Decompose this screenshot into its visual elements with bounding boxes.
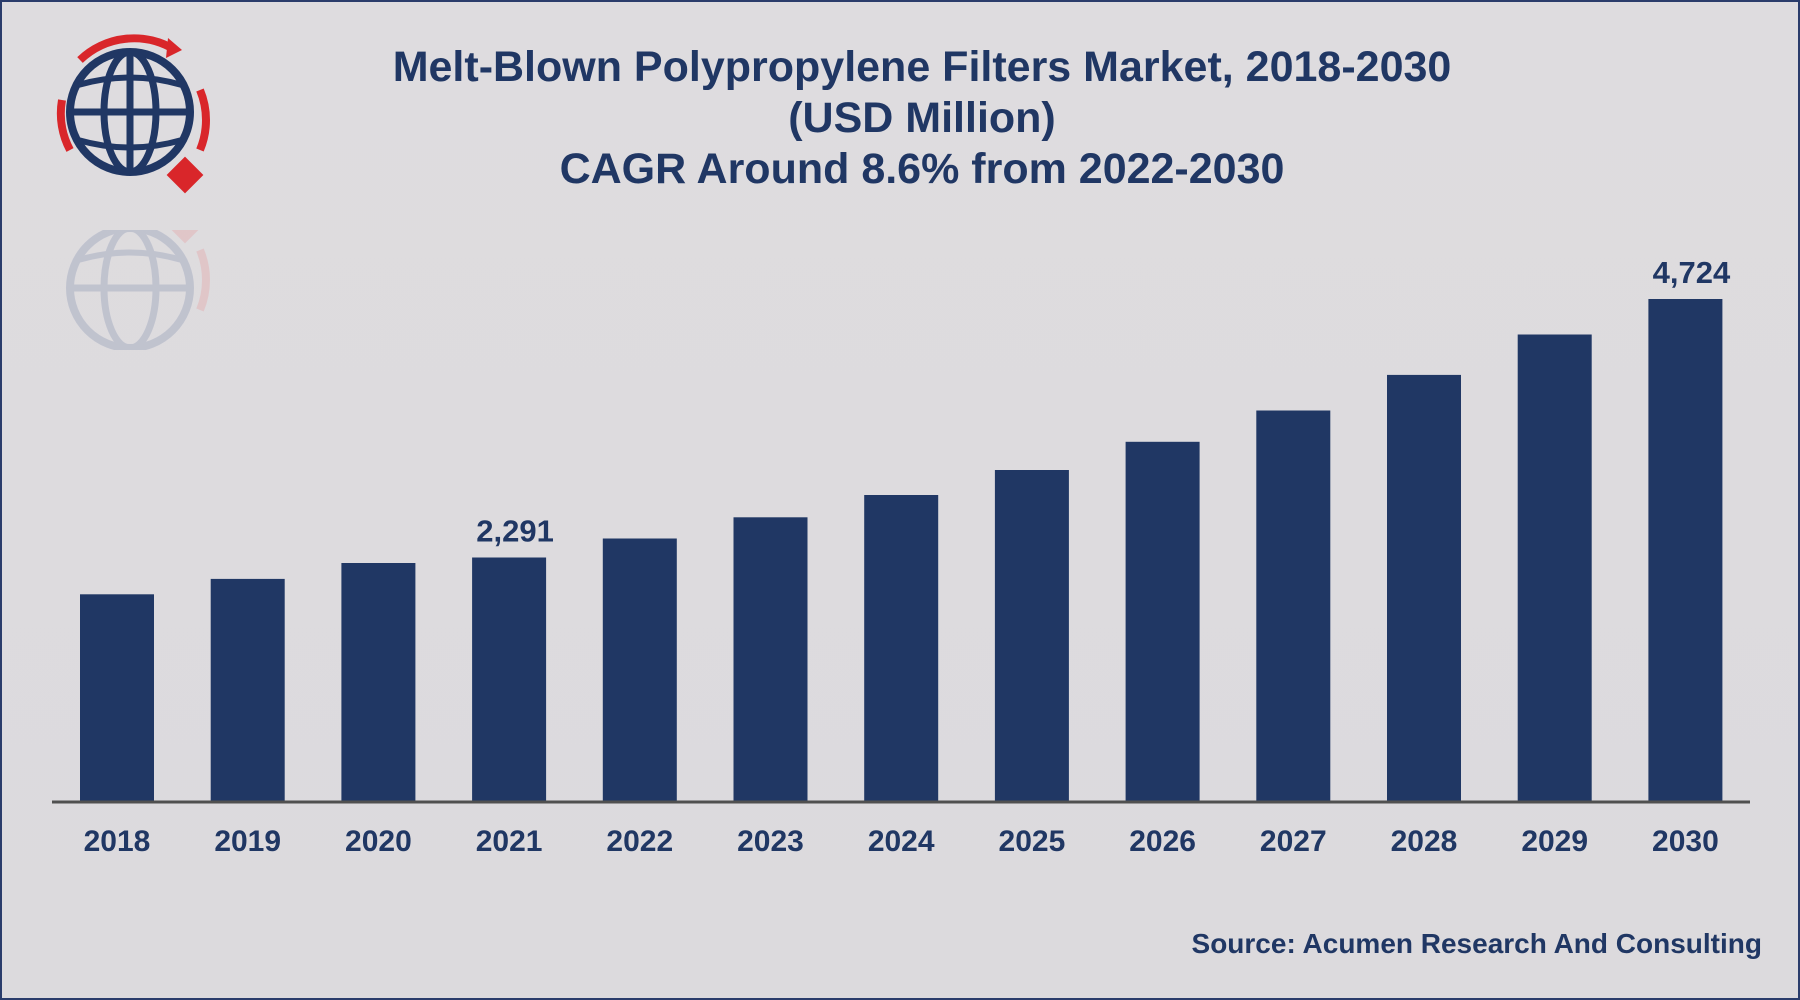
x-tick-label-2023: 2023 xyxy=(737,825,804,858)
bar-2029 xyxy=(1517,334,1592,801)
x-tick-label-2022: 2022 xyxy=(606,825,673,858)
bar-2028 xyxy=(1387,374,1461,801)
bar-2021 xyxy=(472,557,547,801)
bar-2025 xyxy=(994,470,1069,801)
x-tick-label-2027: 2027 xyxy=(1260,825,1327,858)
data-label-2030: 4,724 xyxy=(1653,255,1731,290)
x-tick-label-2025: 2025 xyxy=(999,825,1066,858)
data-label-2021: 2,291 xyxy=(476,514,554,549)
bar-2020 xyxy=(341,563,416,801)
globe-logo-icon xyxy=(56,34,210,194)
bar-2023 xyxy=(733,517,808,801)
x-tick-label-2020: 2020 xyxy=(345,825,412,858)
x-tick-label-2018: 2018 xyxy=(84,825,151,858)
bar-2027 xyxy=(1256,410,1331,801)
bar-2019 xyxy=(210,578,285,801)
x-tick-label-2029: 2029 xyxy=(1521,825,1588,858)
bar-2018 xyxy=(80,594,154,801)
x-tick-label-2026: 2026 xyxy=(1129,825,1196,858)
x-tick-label-2019: 2019 xyxy=(214,825,281,858)
title-line-3: CAGR Around 8.6% from 2022-2030 xyxy=(559,145,1285,193)
title-line-2: (USD Million) xyxy=(788,94,1056,142)
chart-title: Melt-Blown Polypropylene Filters Market,… xyxy=(232,42,1612,195)
title-line-1: Melt-Blown Polypropylene Filters Market,… xyxy=(392,43,1452,91)
bar-2024 xyxy=(864,495,939,801)
source-note: Source: Acumen Research And Consulting xyxy=(1191,928,1762,959)
x-tick-label-2024: 2024 xyxy=(868,825,935,858)
x-tick-label-2028: 2028 xyxy=(1391,825,1458,858)
x-tick-label-2021: 2021 xyxy=(476,825,543,858)
bar-2030 xyxy=(1648,299,1723,801)
bar-2022 xyxy=(602,538,677,801)
bar-2026 xyxy=(1125,441,1200,801)
x-tick-label-2030: 2030 xyxy=(1652,825,1719,858)
logo-reflection-icon xyxy=(66,230,210,350)
